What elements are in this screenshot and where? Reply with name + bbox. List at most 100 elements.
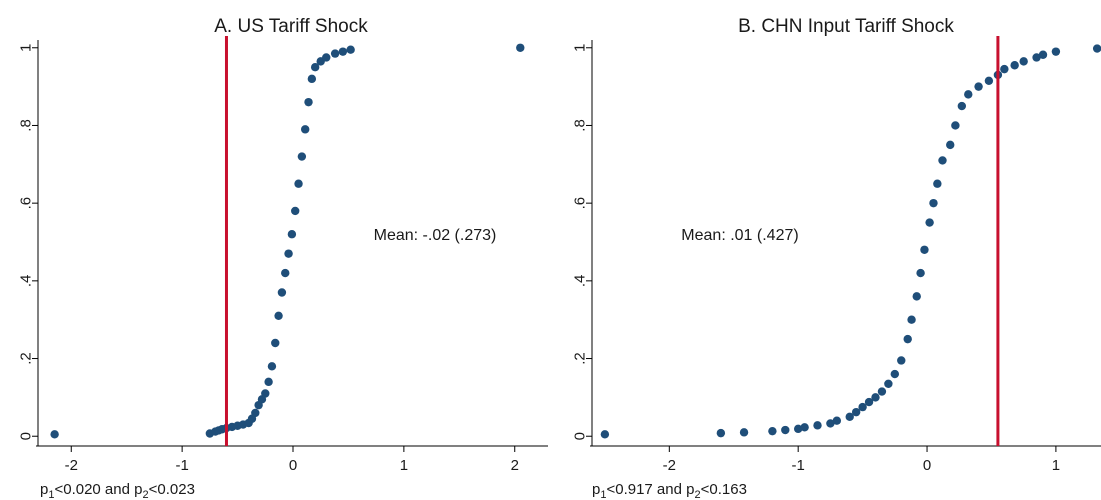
- data-point: [304, 97, 313, 107]
- y-tick-label: .8: [572, 119, 589, 132]
- data-point: [50, 430, 59, 439]
- data-point: [300, 125, 310, 134]
- data-point: [984, 76, 994, 85]
- y-tick-label: 0: [18, 432, 35, 440]
- data-point: [716, 428, 726, 438]
- footnote-text: p: [40, 481, 48, 498]
- data-point: [793, 424, 803, 434]
- footnote-text: <0.163: [701, 481, 747, 498]
- y-tick-label: .6: [572, 197, 589, 210]
- data-point: [768, 426, 777, 436]
- data-point: [322, 53, 331, 62]
- data-point: [1010, 61, 1019, 70]
- data-point: [920, 245, 929, 254]
- data-point: [271, 338, 280, 348]
- data-point: [310, 62, 320, 72]
- data-point: [864, 397, 874, 407]
- data-point: [813, 421, 822, 430]
- x-tick-label: 0: [923, 457, 931, 474]
- data-point: [251, 408, 260, 418]
- data-point: [297, 152, 307, 161]
- y-tick-label: .8: [18, 119, 35, 132]
- data-point: [291, 206, 300, 216]
- y-tick-label: 0: [572, 432, 589, 440]
- x-tick-label: 2: [511, 457, 519, 474]
- data-point: [600, 430, 610, 439]
- data-point: [897, 356, 906, 365]
- data-point: [781, 425, 790, 435]
- data-point: [871, 393, 880, 402]
- data-point: [1019, 57, 1028, 66]
- footnote-subscript: 2: [142, 489, 148, 500]
- p-value-footnote: p1<0.020 and p2<0.023: [40, 481, 195, 500]
- data-point: [832, 416, 842, 425]
- y-tick-label: 1: [572, 44, 589, 52]
- data-point: [938, 156, 947, 165]
- x-tick-label: 1: [1052, 457, 1060, 474]
- x-tick-label: 1: [400, 457, 408, 474]
- y-tick-label: 1: [18, 44, 35, 52]
- data-point: [951, 121, 960, 130]
- data-point: [267, 362, 277, 371]
- data-point: [1092, 44, 1101, 53]
- data-point: [964, 90, 973, 99]
- y-tick-label: .4: [572, 275, 589, 288]
- data-point: [294, 179, 303, 188]
- data-point: [346, 45, 355, 54]
- data-point: [957, 101, 967, 111]
- data-point: [261, 389, 270, 398]
- y-tick-label: .2: [18, 352, 35, 365]
- x-tick-label: -2: [663, 457, 676, 474]
- data-point: [925, 218, 934, 227]
- data-point: [307, 74, 317, 84]
- data-point: [277, 288, 287, 297]
- p-value-footnote: p1<0.917 and p2<0.163: [592, 481, 747, 500]
- data-point: [845, 412, 854, 422]
- data-point: [877, 387, 887, 396]
- data-point: [1038, 50, 1048, 59]
- mean-annotation: Mean: -.02 (.273): [374, 227, 497, 244]
- data-point: [851, 407, 861, 417]
- footnote-subscript: 1: [600, 489, 606, 500]
- data-point: [974, 82, 983, 91]
- x-tick-label: 0: [289, 457, 297, 474]
- footnote-text: <0.917 and p: [606, 481, 694, 498]
- data-point: [264, 377, 273, 387]
- chart-title: B. CHN Input Tariff Shock: [738, 16, 954, 37]
- data-point: [287, 230, 297, 239]
- data-point: [933, 179, 942, 188]
- data-point: [929, 198, 938, 208]
- data-point: [907, 315, 916, 324]
- data-point: [826, 419, 835, 428]
- footnote-subscript: 1: [48, 489, 54, 500]
- x-tick-label: -2: [65, 457, 78, 474]
- footnote-text: <0.023: [149, 481, 195, 498]
- data-point: [284, 249, 293, 258]
- data-point: [858, 402, 867, 412]
- mean-annotation: Mean: .01 (.427): [681, 227, 798, 244]
- y-tick-label: .4: [18, 275, 35, 288]
- data-point: [912, 292, 921, 301]
- panel-a-us-tariff-shock: A. US Tariff Shock 0 .2 .4 .6 .8 1 -2 -1 0 1 2 Mean:…: [18, 16, 548, 500]
- data-point: [330, 49, 340, 58]
- data-point: [281, 268, 290, 278]
- x-tick-label: -1: [175, 457, 188, 474]
- data-point: [890, 369, 900, 379]
- data-point: [274, 311, 283, 321]
- data-point: [916, 268, 925, 278]
- data-point: [739, 428, 749, 437]
- data-point: [1032, 53, 1041, 62]
- y-tick-label: .2: [572, 352, 589, 365]
- data-point: [338, 47, 348, 56]
- data-point: [903, 334, 912, 344]
- footnote-text: <0.020 and p: [54, 481, 142, 498]
- x-tick-label: -1: [792, 457, 805, 474]
- data-point: [1051, 47, 1061, 56]
- data-point: [516, 43, 525, 52]
- data-point: [1000, 64, 1009, 74]
- data-point: [800, 423, 809, 432]
- y-tick-label: .6: [18, 197, 35, 210]
- footnote-text: p: [592, 481, 600, 498]
- chart-title: A. US Tariff Shock: [214, 16, 368, 37]
